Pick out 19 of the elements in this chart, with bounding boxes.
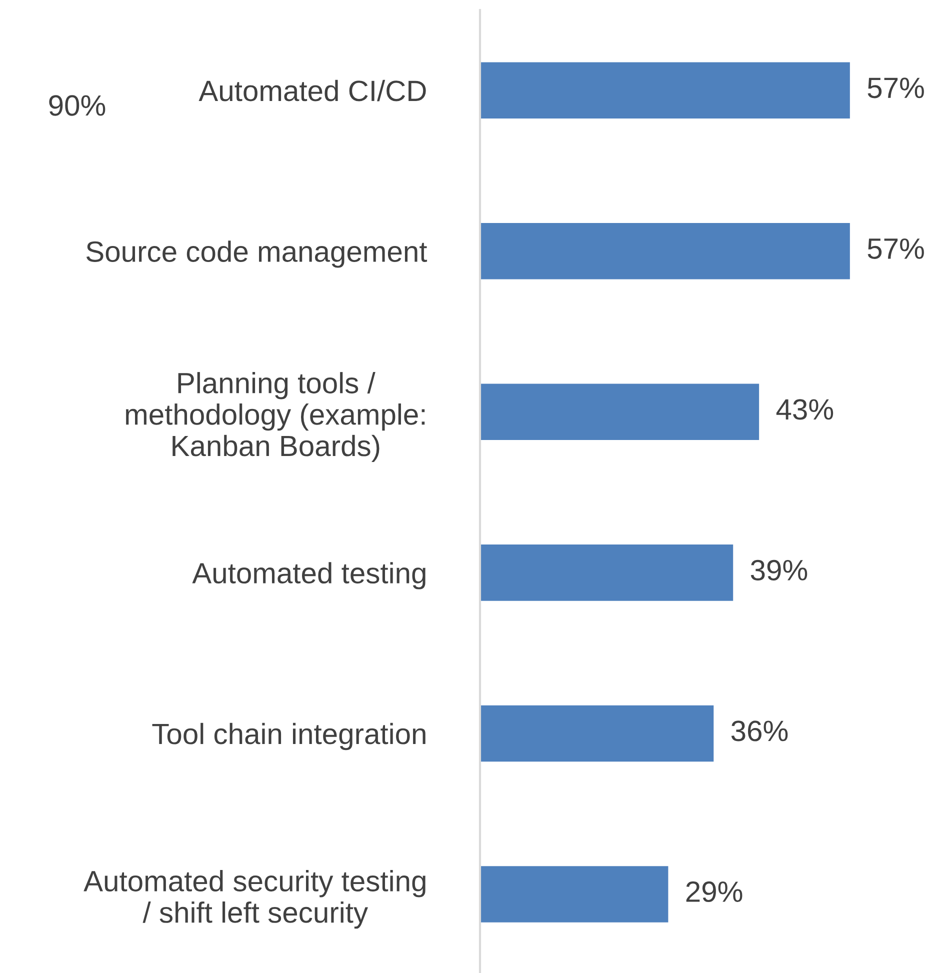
data-label: 36%	[731, 720, 788, 742]
y-tick-label: Source code management	[86, 240, 428, 268]
bar	[480, 705, 714, 762]
bar	[480, 62, 850, 119]
bar	[480, 384, 760, 440]
data-label: 43%	[776, 399, 834, 420]
bar	[480, 544, 734, 601]
y-tick-label: Automated testing	[192, 562, 426, 590]
y-tick-label: Planning tools / methodology (example: Kanban Boards)	[126, 372, 425, 462]
data-label: 29%	[686, 881, 742, 902]
data-label: 39%	[750, 560, 808, 581]
text: 90%	[49, 95, 106, 116]
bar	[480, 866, 668, 922]
y-tick-label: Automated CI/CD	[198, 80, 426, 102]
data-label: 57%	[868, 238, 924, 259]
y-tick-label: Automated security testing / shift left security	[84, 870, 426, 929]
y-tick-label: Tool chain integration	[152, 722, 426, 750]
bar	[480, 223, 850, 280]
data-label: 57%	[868, 78, 924, 98]
